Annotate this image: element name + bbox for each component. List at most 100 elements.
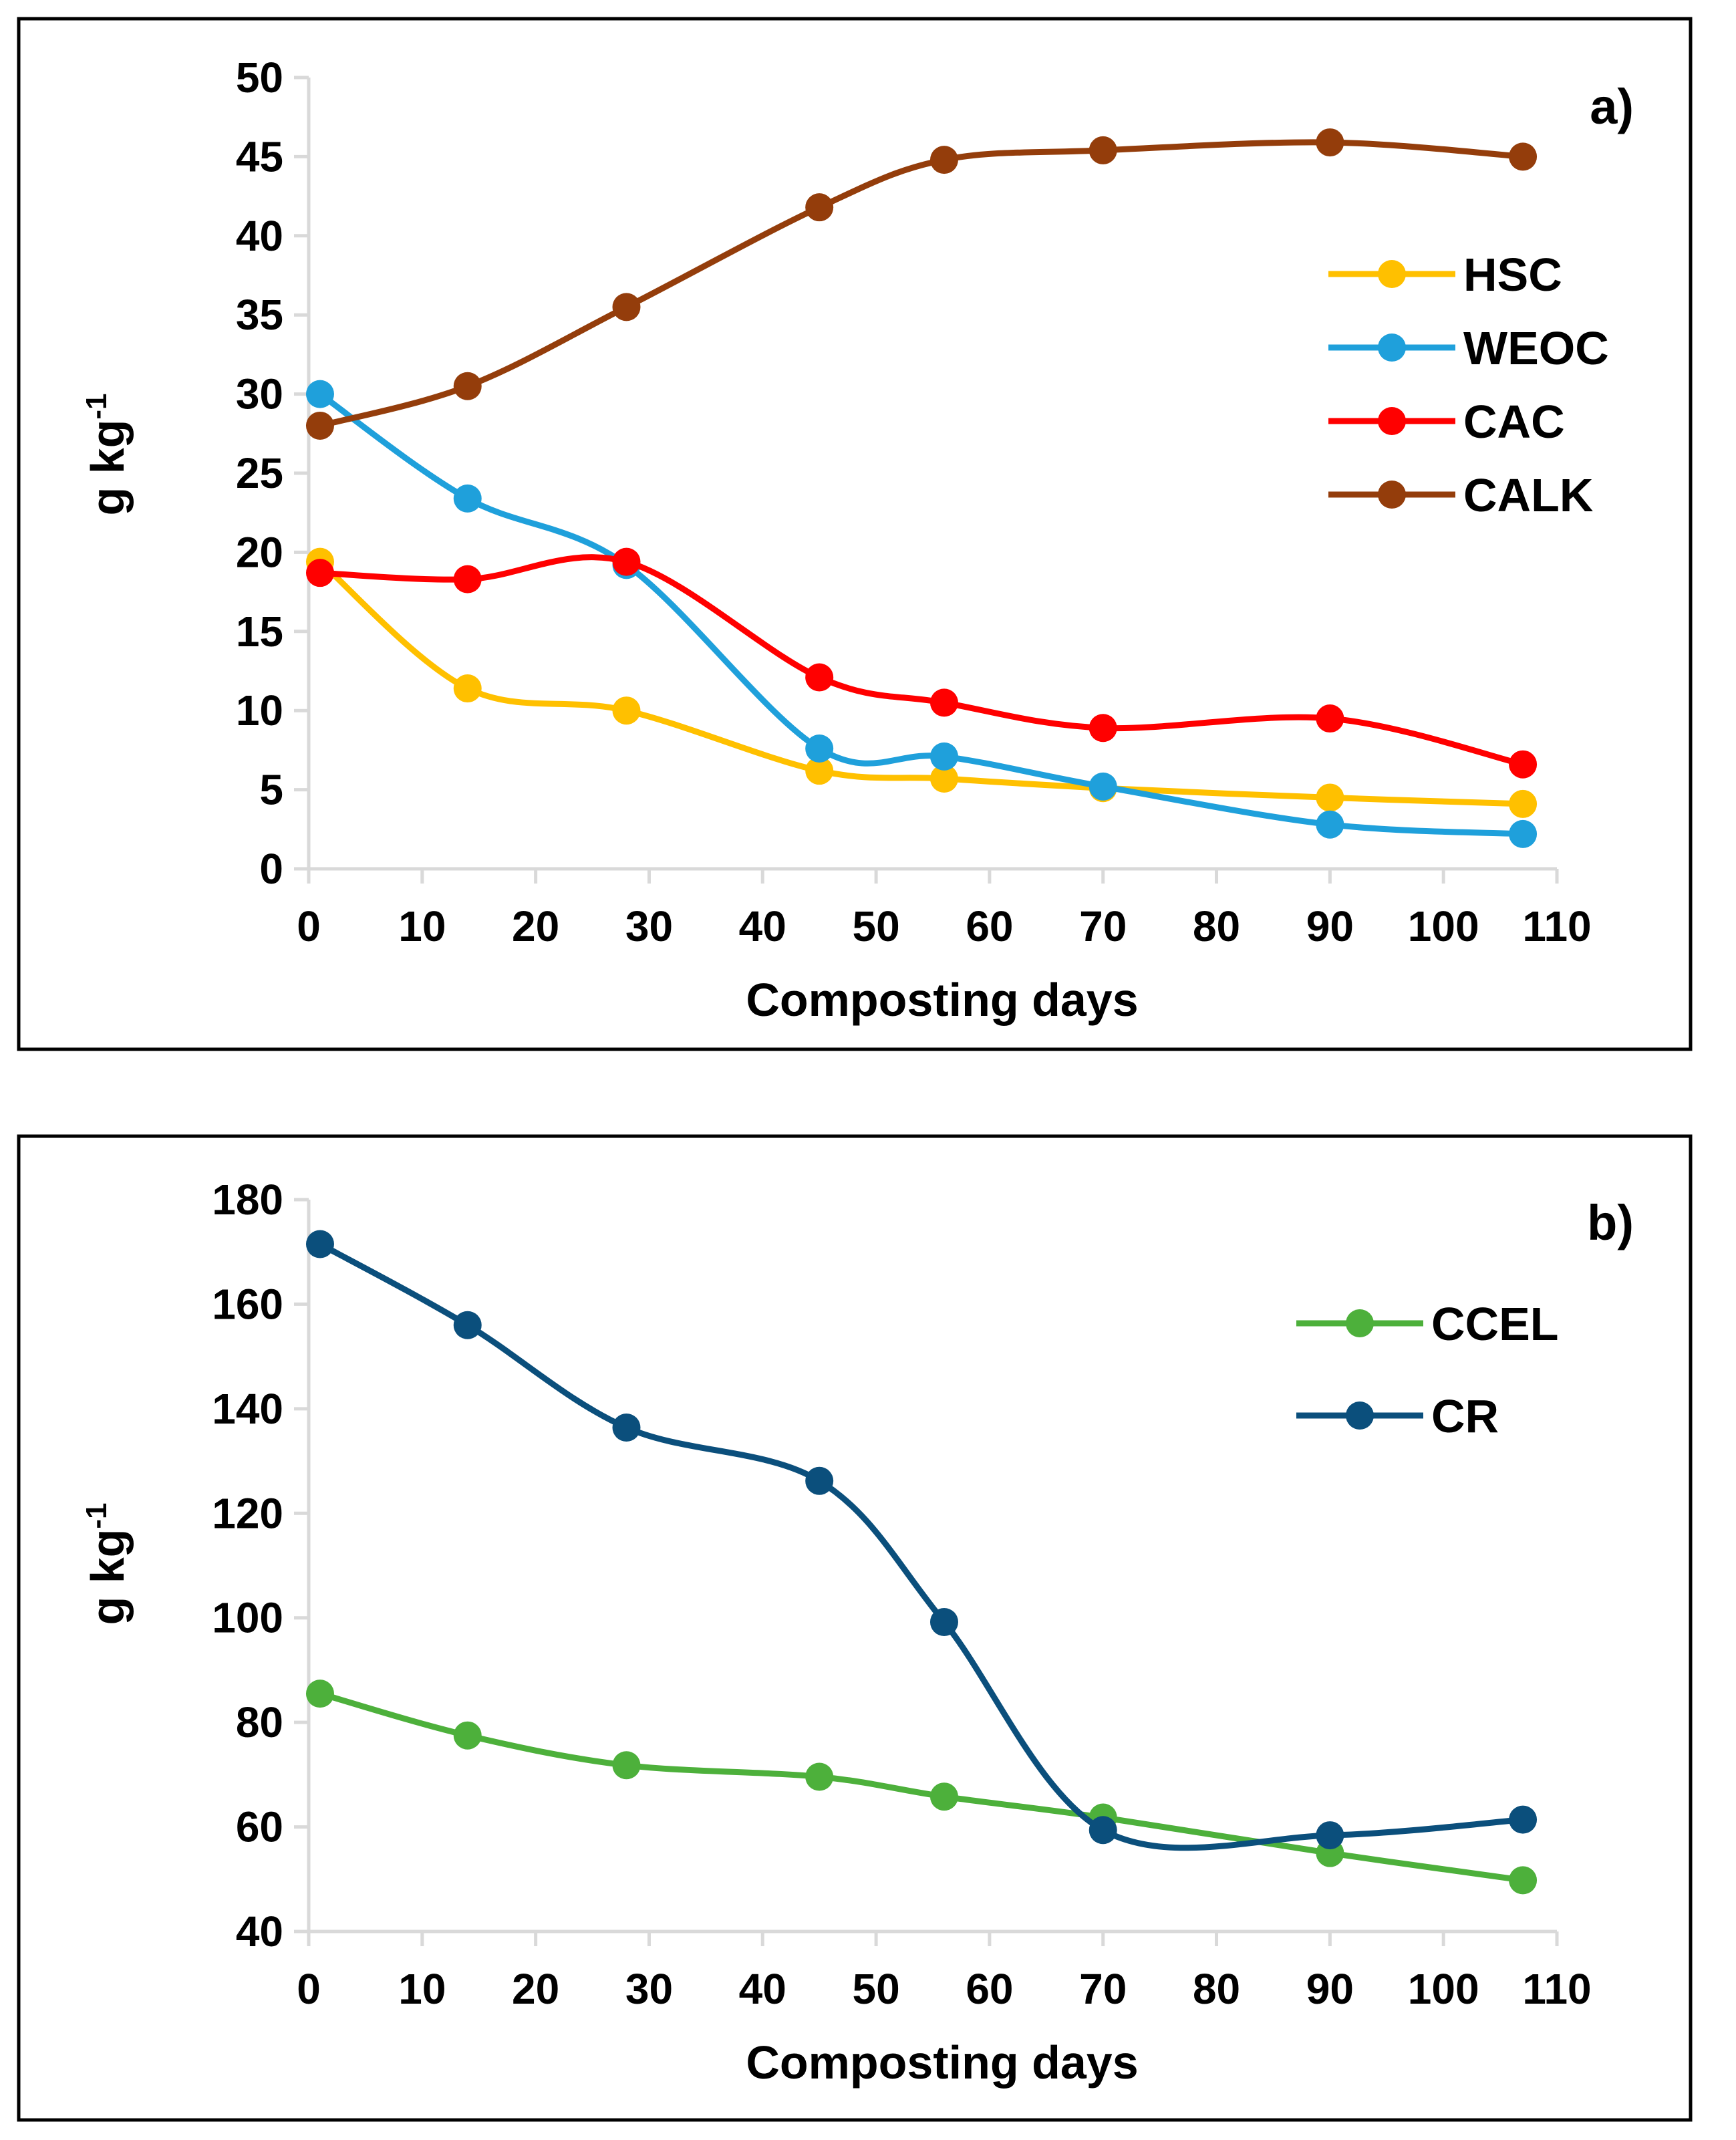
chart-panel-a: 0 5 10 15 20 25 30 35 40 45 50 0 10 20 30 40 50 60 70 80 90 1… [17, 17, 1693, 1051]
y-tick-label: 50 [236, 53, 283, 102]
y-tick-label: 40 [236, 212, 283, 260]
y-tick-label: 0 [259, 845, 283, 893]
data-point-ccel [1509, 1866, 1538, 1895]
x-tick-label: 40 [739, 1965, 786, 2013]
data-point-calk [1316, 128, 1344, 157]
data-point-weoc [453, 484, 482, 513]
x-tick-label: 110 [1522, 902, 1591, 950]
x-tick-label: 80 [1193, 1965, 1240, 2013]
x-tick-label: 0 [297, 902, 321, 950]
legend-label: WEOC [1463, 322, 1609, 374]
legend-marker [1346, 1401, 1374, 1430]
data-point-weoc [805, 734, 834, 763]
data-point-weoc [929, 742, 958, 771]
data-point-cac [805, 663, 834, 692]
y-tick-label: 30 [236, 370, 283, 418]
y-tick-label: 180 [212, 1176, 283, 1224]
data-point-cac [1316, 704, 1344, 733]
y-axis-title: g kg-1 [80, 393, 134, 515]
legend-label: CR [1431, 1390, 1499, 1442]
series-hsc [305, 547, 1538, 818]
data-point-ccel [805, 1762, 834, 1791]
y-tick-label: 120 [212, 1489, 283, 1537]
data-point-cr [453, 1311, 482, 1339]
panel-label: a) [1590, 79, 1634, 134]
data-point-cac [305, 559, 334, 587]
data-point-ccel [612, 1751, 641, 1780]
x-tick-label: 100 [1408, 1965, 1479, 2013]
legend-marker [1378, 260, 1406, 288]
x-tick-label: 70 [1079, 902, 1127, 950]
data-point-calk [453, 372, 482, 400]
series-ccel [305, 1680, 1538, 1895]
data-point-hsc [612, 696, 641, 725]
series-line-hsc [317, 559, 1526, 807]
x-tick-label: 0 [297, 1965, 321, 2013]
legend-item-hsc: HSC [1328, 249, 1562, 301]
x-tick-label: 30 [625, 1965, 673, 2013]
y-tick-label: 40 [236, 1907, 283, 1956]
series-line-cr [317, 1241, 1526, 1851]
data-point-ccel [453, 1721, 482, 1750]
data-point-hsc [1316, 783, 1344, 812]
y-tick-label: 15 [236, 608, 283, 656]
y-tick-label: 140 [212, 1385, 283, 1433]
data-point-cr [1509, 1805, 1538, 1834]
data-point-cr [1316, 1821, 1344, 1850]
y-tick-label: 25 [236, 449, 283, 497]
x-tick-label: 10 [398, 1965, 446, 2013]
y-tick-label: 35 [236, 291, 283, 339]
data-point-hsc [453, 674, 482, 703]
x-tick-label: 60 [966, 902, 1013, 950]
data-point-calk [805, 193, 834, 222]
y-tick-label: 80 [236, 1698, 283, 1746]
y-axis-title-superscript: -1 [80, 1502, 113, 1528]
x-tick-label: 40 [739, 902, 786, 950]
x-tick-label: 10 [398, 902, 446, 950]
y-tick-label: 160 [212, 1280, 283, 1328]
legend-label: CCEL [1431, 1298, 1559, 1350]
x-tick-label: 90 [1306, 902, 1354, 950]
x-tick-label: 70 [1079, 1965, 1127, 2013]
legend-item-calk: CALK [1328, 469, 1593, 521]
data-point-cr [805, 1466, 834, 1495]
y-axis-title-text: g kg [82, 420, 134, 516]
x-tick-label: 30 [625, 902, 673, 950]
data-point-cr [612, 1414, 641, 1442]
data-point-cac [453, 565, 482, 593]
y-tick-label: 45 [236, 132, 283, 180]
y-tick-label: 100 [212, 1594, 283, 1642]
legend-marker [1346, 1309, 1374, 1337]
x-tick-label: 110 [1522, 1965, 1591, 2013]
data-point-ccel [305, 1680, 334, 1708]
x-tick-label: 80 [1193, 902, 1240, 950]
data-point-weoc [1089, 772, 1117, 801]
data-point-cac [612, 547, 641, 576]
data-point-cr [1089, 1816, 1117, 1845]
data-point-hsc [1509, 789, 1538, 818]
y-tick-label: 20 [236, 528, 283, 576]
chart-panel-b: 40 60 80 100 120 140 160 180 0 10 20 30 40 50 60 70 80 90… [17, 1134, 1693, 2122]
y-axis-title: g kg-1 [80, 1502, 134, 1625]
y-tick-label: 10 [236, 686, 283, 734]
data-point-cr [305, 1230, 334, 1258]
x-tick-label: 100 [1408, 902, 1479, 950]
legend-item-cac: CAC [1328, 396, 1565, 448]
y-tick-label: 5 [259, 766, 283, 814]
x-tick-label: 20 [512, 902, 559, 950]
data-point-ccel [929, 1782, 958, 1811]
series-line-calk [317, 139, 1526, 429]
x-tick-label: 60 [966, 1965, 1013, 2013]
x-axis-title: Composting days [746, 2036, 1138, 2089]
data-point-calk [929, 146, 958, 174]
data-point-weoc [305, 380, 334, 408]
series-calk [305, 128, 1538, 440]
legend-label: HSC [1463, 249, 1562, 301]
data-point-weoc [1509, 819, 1538, 848]
x-axis-title: Composting days [746, 974, 1138, 1026]
legend-marker [1378, 407, 1406, 435]
data-point-hsc [929, 765, 958, 793]
data-point-weoc [1316, 810, 1344, 839]
data-point-cac [1089, 714, 1117, 743]
y-axis-title-superscript: -1 [80, 393, 113, 419]
